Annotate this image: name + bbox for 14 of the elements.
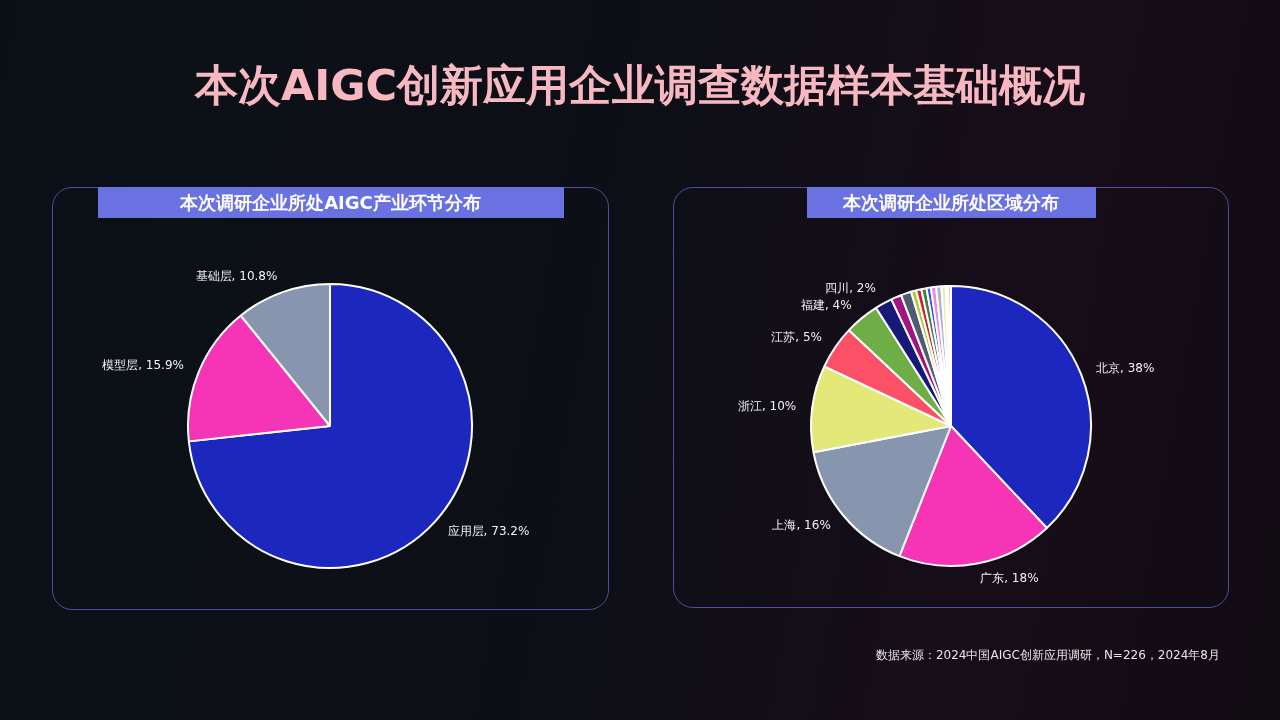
slice-label: 浙江, 10% xyxy=(737,398,797,413)
text: 本次AIGC创新应用企业调查数据样本基础概况 xyxy=(193,59,1087,112)
slice-label: 应用层, 73.2% xyxy=(447,523,530,538)
slice-label: 四川, 2% xyxy=(825,281,876,296)
chart-title: 本次调研企业所处区域分布 xyxy=(806,187,1096,218)
slice-label: 广东, 18% xyxy=(980,571,1039,586)
slice-label: 模型层, 15.9% xyxy=(102,357,184,372)
slice-label: 北京, 38% xyxy=(1096,360,1155,375)
slice-label: 福建, 4% xyxy=(800,297,852,312)
chart-title: 本次调研企业所处AIGC产业环节分布 xyxy=(97,187,564,218)
source-note: 数据来源：2024中国AIGC创新应用调研，N=226，2024年8月 xyxy=(875,647,1220,663)
slice-label: 上海, 16% xyxy=(772,517,831,532)
slice-label: 基础层, 10.8% xyxy=(195,269,278,284)
slice-label: 江苏, 5% xyxy=(771,330,822,345)
